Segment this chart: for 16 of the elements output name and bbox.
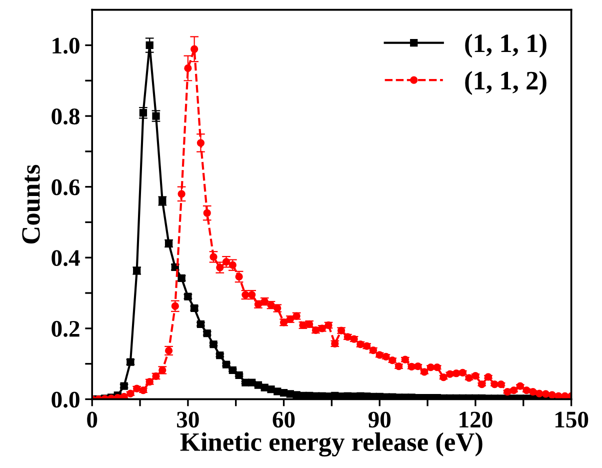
y-tick-label: 0.2 [52,320,80,337]
y-tick-label: 0.4 [52,250,80,266]
y-tick-label: 1.0 [52,38,80,54]
x-tick-label: 120 [460,412,492,428]
y-tick-label: 0.0 [52,392,80,408]
y-axis-title: Counts [22,164,40,244]
legend-label: (1, 1, 2) [465,71,546,95]
x-tick-label: 150 [555,412,588,428]
x-tick-label: 90 [368,412,391,428]
x-tick-label: 0 [87,412,98,428]
y-tick-label: 0.8 [52,108,80,125]
y-tick-label: 0.6 [52,179,80,196]
x-tick-label: 60 [272,412,295,428]
x-tick-label: 30 [177,412,199,428]
x-axis-title: Kinetic energy release (eV) [180,432,482,457]
legend-label: (1, 1, 1) [465,34,546,58]
